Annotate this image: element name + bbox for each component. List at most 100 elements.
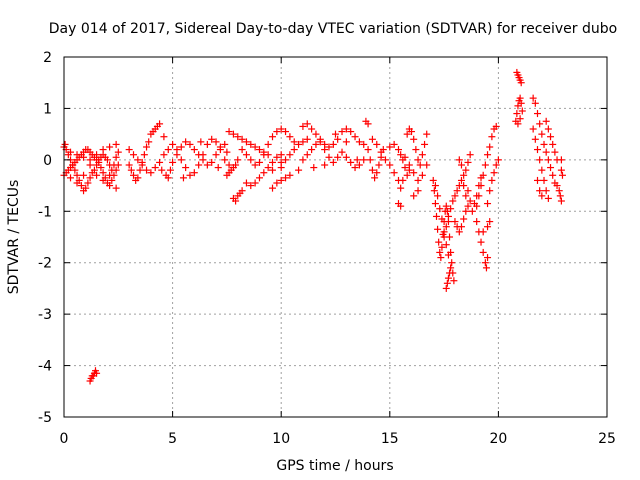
data-point — [242, 179, 250, 187]
data-point — [329, 158, 337, 166]
data-point — [112, 140, 120, 148]
data-point — [127, 166, 135, 174]
data-point — [460, 171, 468, 179]
data-point — [440, 233, 448, 241]
data-point — [360, 156, 368, 164]
data-point — [544, 194, 552, 202]
data-point — [405, 161, 413, 169]
data-point — [321, 146, 329, 154]
data-point — [255, 158, 263, 166]
data-point — [373, 169, 381, 177]
data-point — [488, 176, 496, 184]
data-point — [533, 110, 541, 118]
data-point — [538, 192, 546, 200]
data-point — [397, 151, 405, 159]
data-point — [225, 161, 233, 169]
data-point — [338, 148, 346, 156]
data-point — [295, 166, 303, 174]
data-point — [334, 153, 342, 161]
data-point — [195, 161, 203, 169]
data-point — [221, 156, 229, 164]
data-point — [414, 187, 422, 195]
data-point — [238, 146, 246, 154]
data-point — [106, 182, 114, 190]
data-point — [516, 94, 524, 102]
data-point — [269, 184, 277, 192]
data-point — [223, 148, 231, 156]
data-point — [108, 176, 116, 184]
data-point — [368, 166, 376, 174]
data-point — [342, 125, 350, 133]
data-point — [90, 166, 98, 174]
data-point — [93, 151, 101, 159]
data-point — [468, 207, 476, 215]
data-point — [282, 156, 290, 164]
x-tick-label: 25 — [598, 431, 616, 447]
data-point — [103, 156, 111, 164]
y-tick-label: 1 — [43, 101, 52, 117]
data-point — [247, 182, 255, 190]
data-point — [99, 176, 107, 184]
data-point — [147, 169, 155, 177]
data-point — [401, 153, 409, 161]
data-point — [460, 182, 468, 190]
data-point — [377, 148, 385, 156]
data-point — [453, 187, 461, 195]
data-point — [325, 143, 333, 151]
data-point — [73, 179, 81, 187]
data-point — [299, 122, 307, 130]
data-point — [542, 187, 550, 195]
data-point — [429, 176, 437, 184]
data-points — [60, 68, 566, 385]
data-point — [234, 133, 242, 141]
data-point — [432, 212, 440, 220]
y-tick-label: -3 — [38, 307, 52, 323]
data-point — [264, 164, 272, 172]
data-point — [517, 99, 525, 107]
data-point — [77, 182, 85, 190]
y-tick-label: -2 — [38, 256, 52, 272]
data-point — [334, 135, 342, 143]
data-point — [390, 169, 398, 177]
data-point — [364, 120, 372, 128]
data-point — [61, 140, 69, 148]
data-point — [355, 138, 363, 146]
data-point — [397, 202, 405, 210]
data-point — [481, 259, 489, 267]
data-point — [462, 166, 470, 174]
data-point — [186, 171, 194, 179]
data-point — [269, 158, 277, 166]
data-point — [397, 184, 405, 192]
data-point — [431, 200, 439, 208]
data-point — [462, 207, 470, 215]
data-point — [138, 161, 146, 169]
data-point — [473, 218, 481, 226]
y-tick-label: -5 — [38, 410, 52, 426]
data-point — [238, 187, 246, 195]
x-tick-label: 15 — [381, 431, 399, 447]
data-point — [251, 161, 259, 169]
data-point — [482, 264, 490, 272]
data-point — [351, 164, 359, 172]
data-point — [67, 174, 75, 182]
data-point — [466, 151, 474, 159]
data-point — [208, 158, 216, 166]
data-point — [99, 169, 107, 177]
data-point — [436, 205, 444, 213]
data-point — [531, 99, 539, 107]
data-point — [130, 171, 138, 179]
data-point — [190, 146, 198, 154]
data-point — [479, 228, 487, 236]
data-point — [529, 125, 537, 133]
data-point — [73, 171, 81, 179]
data-point — [486, 218, 494, 226]
data-point — [80, 153, 88, 161]
data-point — [182, 164, 190, 172]
data-point — [529, 94, 537, 102]
data-point — [558, 171, 566, 179]
data-point — [538, 130, 546, 138]
data-point — [457, 161, 465, 169]
data-point — [277, 125, 285, 133]
data-point — [106, 143, 114, 151]
